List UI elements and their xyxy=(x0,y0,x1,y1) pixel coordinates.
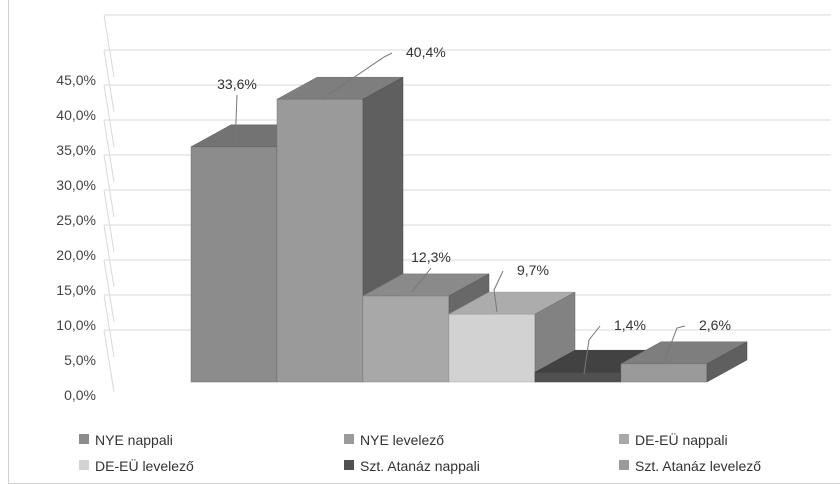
bar-front xyxy=(535,372,621,382)
bar-front xyxy=(449,314,535,382)
data-label: 9,7% xyxy=(517,262,549,278)
gridline-diagonal xyxy=(104,295,114,357)
bar-front xyxy=(277,99,363,382)
legend-swatch xyxy=(79,434,89,444)
legend-label: Szt. Atanáz nappali xyxy=(360,458,480,474)
bar-front xyxy=(191,147,277,382)
legend-swatch xyxy=(619,434,629,444)
y-tick-label: 40,0% xyxy=(56,107,96,123)
legend-label: DE-EÜ levelező xyxy=(95,457,194,474)
gridline-diagonal xyxy=(104,260,114,322)
gridline-diagonal xyxy=(104,85,114,147)
gridline-diagonal xyxy=(104,15,114,77)
legend-label: NYE nappali xyxy=(95,432,173,448)
data-label: 33,6% xyxy=(217,76,257,92)
y-tick-label: 20,0% xyxy=(56,247,96,263)
gridline-diagonal xyxy=(104,225,114,287)
chart-frame: 0,0% 5,0% 10,0% 15,0% 20,0% 25,0% 30,0% 35,0% 40… xyxy=(8,0,840,484)
data-label: 2,6% xyxy=(699,317,731,333)
legend-swatch xyxy=(619,460,629,470)
y-tick-label: 45,0% xyxy=(56,72,96,88)
gridline-diagonal xyxy=(104,120,114,182)
legend-label: Szt. Atanáz levelező xyxy=(635,458,761,474)
legend-swatch xyxy=(344,460,354,470)
legend-swatch xyxy=(79,460,89,470)
y-tick-label: 30,0% xyxy=(56,177,96,193)
legend-swatch xyxy=(344,434,354,444)
gridline-diagonal xyxy=(104,155,114,217)
data-label: 1,4% xyxy=(614,317,646,333)
bar-chart: 0,0% 5,0% 10,0% 15,0% 20,0% 25,0% 30,0% 35,0% 40… xyxy=(9,0,840,483)
legend-label: NYE levelező xyxy=(360,432,444,448)
y-tick-label: 10,0% xyxy=(56,317,96,333)
bar-front xyxy=(621,364,707,382)
y-tick-label: 0,0% xyxy=(64,387,96,403)
legend-label: DE-EÜ nappali xyxy=(635,431,728,448)
y-tick-label: 25,0% xyxy=(56,212,96,228)
bar-front xyxy=(363,296,449,382)
y-tick-label: 5,0% xyxy=(64,352,96,368)
y-tick-label: 15,0% xyxy=(56,282,96,298)
gridline-diagonal xyxy=(104,190,114,252)
data-label: 12,3% xyxy=(411,249,451,265)
data-label: 40,4% xyxy=(406,44,446,60)
gridline-diagonal xyxy=(104,50,114,112)
y-tick-label: 35,0% xyxy=(56,142,96,158)
gridline-diagonal xyxy=(104,330,114,392)
